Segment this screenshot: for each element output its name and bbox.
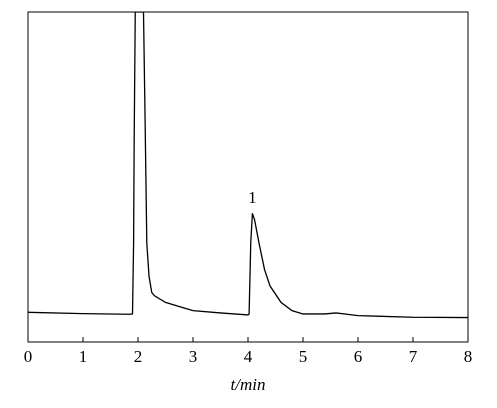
x-tick-label: 8 (464, 347, 473, 366)
x-tick-label: 0 (24, 347, 33, 366)
plot-frame (27, 11, 469, 343)
x-tick-label: 2 (134, 347, 143, 366)
annotation: 1 (248, 188, 257, 207)
x-tick-label: 4 (244, 347, 253, 366)
x-axis-label: t/min (231, 375, 266, 394)
x-tick-label: 6 (354, 347, 363, 366)
x-tick-label: 1 (79, 347, 88, 366)
x-tick-label: 5 (299, 347, 308, 366)
signal-line (28, 12, 468, 319)
x-tick-label: 3 (189, 347, 198, 366)
x-tick-label: 7 (409, 347, 418, 366)
